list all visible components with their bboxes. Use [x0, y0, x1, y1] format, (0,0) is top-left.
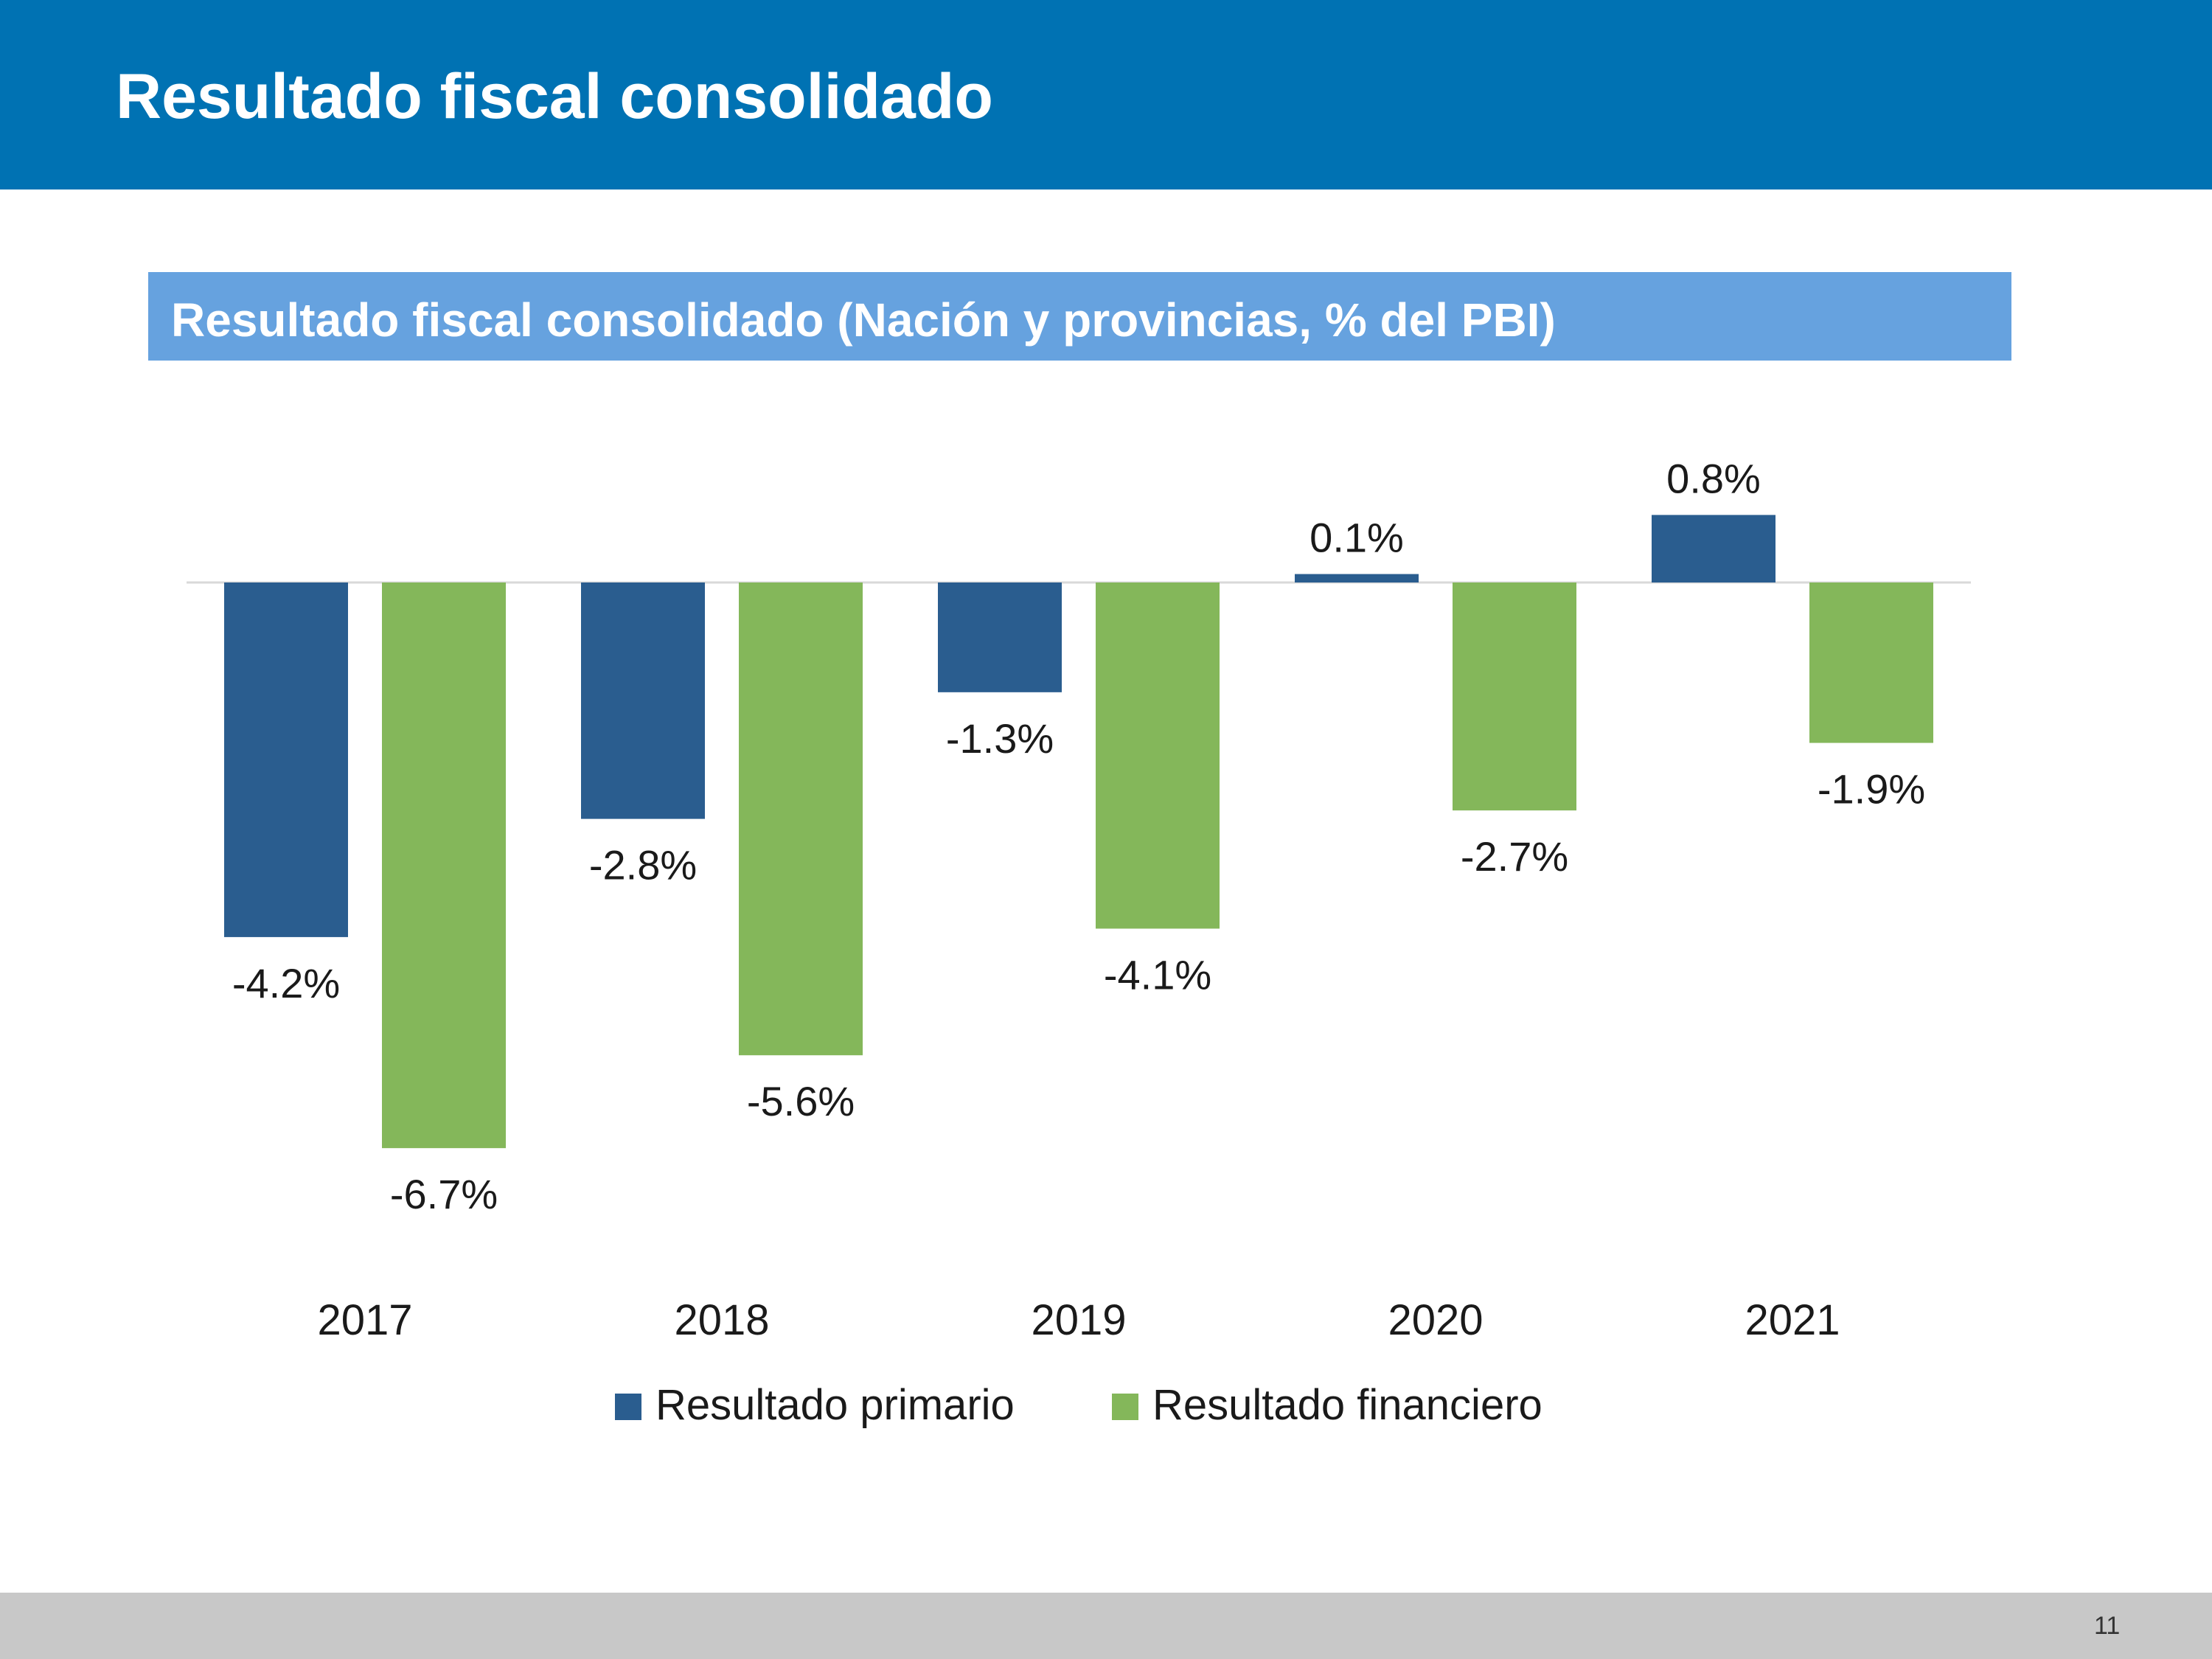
x-tick-label-2021: 2021 — [1745, 1296, 1840, 1344]
data-label-financiero-2019: -4.1% — [1104, 951, 1211, 998]
data-label-primario-2018: -2.8% — [589, 842, 697, 888]
legend-swatch-primario — [615, 1394, 641, 1420]
legend-label-primario: Resultado primario — [655, 1381, 1015, 1429]
bar-financiero-2018 — [739, 582, 863, 1056]
x-tick-label-2020: 2020 — [1388, 1296, 1483, 1344]
bar-primario-2019 — [938, 582, 1062, 692]
data-label-financiero-2020: -2.7% — [1461, 833, 1568, 880]
legend-label-financiero: Resultado financiero — [1152, 1381, 1543, 1429]
bar-financiero-2020 — [1453, 582, 1576, 811]
bar-primario-2017 — [224, 582, 348, 937]
x-tick-label-2018: 2018 — [674, 1296, 769, 1344]
chart-title-band — [148, 272, 2011, 361]
chart-title: Resultado fiscal consolidado (Nación y p… — [171, 293, 1556, 347]
x-tick-label-2019: 2019 — [1031, 1296, 1126, 1344]
chart-legend: Resultado primario Resultado financiero — [0, 1382, 2212, 1441]
footer-band — [0, 1593, 2212, 1659]
data-label-primario-2017: -4.2% — [232, 960, 340, 1006]
data-label-financiero-2017: -6.7% — [390, 1171, 498, 1217]
x-tick-label-2017: 2017 — [317, 1296, 412, 1344]
bar-primario-2021 — [1652, 515, 1775, 582]
data-label-primario-2020: 0.1% — [1310, 515, 1404, 561]
legend-swatch-financiero — [1112, 1394, 1138, 1420]
page-number: 11 — [2094, 1612, 2121, 1640]
slide-title: Resultado fiscal consolidado — [116, 61, 993, 132]
bar-financiero-2021 — [1809, 582, 1933, 743]
data-label-primario-2021: 0.8% — [1666, 455, 1761, 501]
bar-financiero-2017 — [382, 582, 506, 1149]
bar-financiero-2019 — [1096, 582, 1220, 929]
data-label-financiero-2021: -1.9% — [1818, 766, 1925, 813]
header-band — [0, 0, 2212, 189]
data-label-primario-2019: -1.3% — [946, 715, 1054, 762]
data-label-financiero-2018: -5.6% — [747, 1078, 855, 1124]
bar-primario-2018 — [581, 582, 705, 819]
bar-primario-2020 — [1295, 574, 1419, 582]
